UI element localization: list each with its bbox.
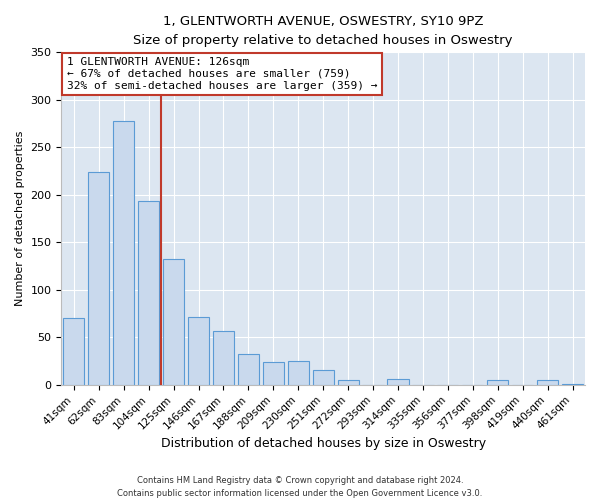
Bar (537, 380, 558, 385)
Bar (263, 362, 284, 385)
Bar (487, 380, 508, 385)
Text: Contains HM Land Registry data © Crown copyright and database right 2024.
Contai: Contains HM Land Registry data © Crown c… (118, 476, 482, 498)
Bar (388, 379, 409, 385)
Title: 1, GLENTWORTH AVENUE, OSWESTRY, SY10 9PZ
Size of property relative to detached h: 1, GLENTWORTH AVENUE, OSWESTRY, SY10 9PZ… (133, 15, 513, 47)
Bar (313, 370, 334, 385)
Bar (338, 380, 359, 385)
Y-axis label: Number of detached properties: Number of detached properties (15, 131, 25, 306)
Bar (138, 202, 159, 385)
Bar (287, 361, 309, 385)
Bar (238, 354, 259, 385)
Bar (113, 120, 134, 385)
Bar (562, 384, 583, 385)
Bar (88, 172, 109, 385)
Text: 1 GLENTWORTH AVENUE: 126sqm
← 67% of detached houses are smaller (759)
32% of se: 1 GLENTWORTH AVENUE: 126sqm ← 67% of det… (67, 58, 377, 90)
Bar (163, 258, 184, 385)
Bar (63, 318, 85, 385)
Bar (188, 318, 209, 385)
Bar (213, 330, 234, 385)
X-axis label: Distribution of detached houses by size in Oswestry: Distribution of detached houses by size … (161, 437, 486, 450)
